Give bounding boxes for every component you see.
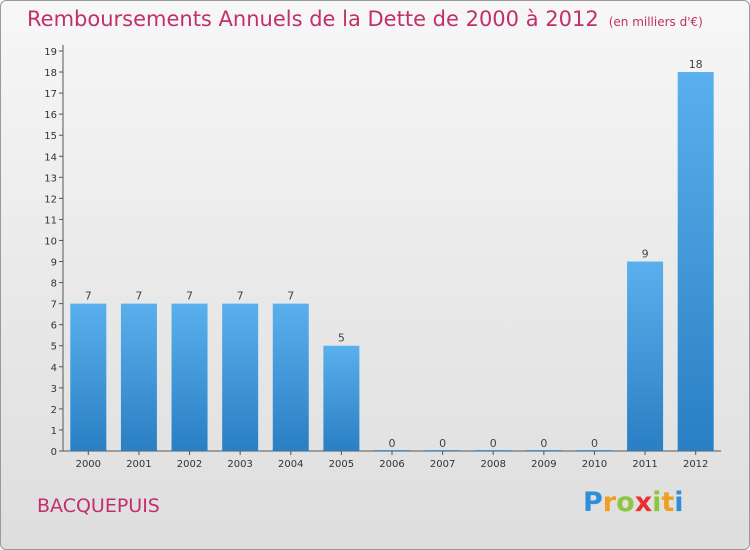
x-tick-label: 2001 [126,459,151,470]
data-label: 7 [237,290,244,303]
x-tick-label: 2002 [177,459,202,470]
bar-2001 [120,303,157,451]
bar-2003 [222,303,259,451]
x-tick-label: 2012 [683,459,708,470]
y-tick-label: 12 [44,194,57,205]
x-tick-label: 2007 [430,459,455,470]
logo-letter: t [661,487,675,518]
y-tick-label: 18 [44,68,57,79]
data-label: 7 [85,290,92,303]
logo-letter: o [616,487,635,518]
logo-letter: P [583,487,603,518]
chart-title: Remboursements Annuels de la Dette de 20… [27,7,703,31]
chart-title-text: Remboursements Annuels de la Dette de 20… [27,7,599,31]
data-label: 0 [439,437,446,450]
y-tick-label: 17 [44,89,57,100]
y-tick-label: 6 [51,321,57,332]
data-label: 7 [135,290,142,303]
x-tick-label: 2006 [379,459,404,470]
y-tick-label: 1 [51,426,57,437]
y-tick-label: 10 [44,236,57,247]
commune-name: BACQUEPUIS [37,495,160,517]
data-label: 18 [689,58,703,71]
y-tick-label: 3 [51,384,57,395]
y-tick-label: 13 [44,173,57,184]
data-label: 7 [186,290,193,303]
data-label: 0 [591,437,598,450]
y-tick-label: 11 [44,215,57,226]
x-tick-label: 2008 [481,459,506,470]
y-tick-label: 15 [44,131,57,142]
logo-letter: x [634,487,653,518]
y-tick-label: 16 [44,110,57,121]
bar-2008 [475,450,512,451]
y-tick-label: 7 [51,300,57,311]
bar-2012 [677,72,714,451]
bar-2002 [171,303,208,451]
y-tick-label: 9 [51,258,57,269]
data-label: 9 [642,248,649,261]
y-tick-label: 19 [44,47,57,58]
x-axis: 2000 2001 2002 2003 2004 2005 2006 2007 2008 2009… [63,450,721,470]
x-tick-label: 2004 [278,459,303,470]
bar-2009 [525,450,562,451]
bar-2010 [576,450,613,451]
data-label: 0 [490,437,497,450]
chart-unit: (en milliers d'€) [608,15,703,29]
y-tick-label: 2 [51,405,57,416]
x-tick-label: 2000 [76,459,101,470]
bar-2004 [272,303,309,451]
data-label: 0 [389,437,396,450]
data-label: 7 [287,290,294,303]
x-tick-label: 2010 [582,459,607,470]
bar-2007 [424,450,461,451]
x-tick-label: 2005 [329,459,354,470]
y-tick-label: 4 [51,363,57,374]
x-tick-label: 2009 [531,459,556,470]
bars [70,72,714,451]
y-tick-label: 14 [44,152,57,163]
logo-letter: i [674,487,684,518]
data-label: 5 [338,332,345,345]
x-tick-label: 2003 [227,459,252,470]
y-tick-label: 5 [51,342,57,353]
bar-2011 [627,261,664,451]
logo-letter: i [652,487,662,518]
data-labels: 7 7 7 7 7 5 0 0 0 0 0 9 18 [85,58,703,450]
x-tick-label: 2011 [632,459,657,470]
data-label: 0 [540,437,547,450]
proxiti-logo: Proxiti [583,487,684,518]
bar-2000 [70,303,107,451]
y-tick-label: 0 [51,447,57,458]
logo-letter: r [602,487,617,518]
bar-2006 [374,450,410,451]
y-tick-label: 8 [51,279,57,290]
bar-2005 [323,345,360,451]
